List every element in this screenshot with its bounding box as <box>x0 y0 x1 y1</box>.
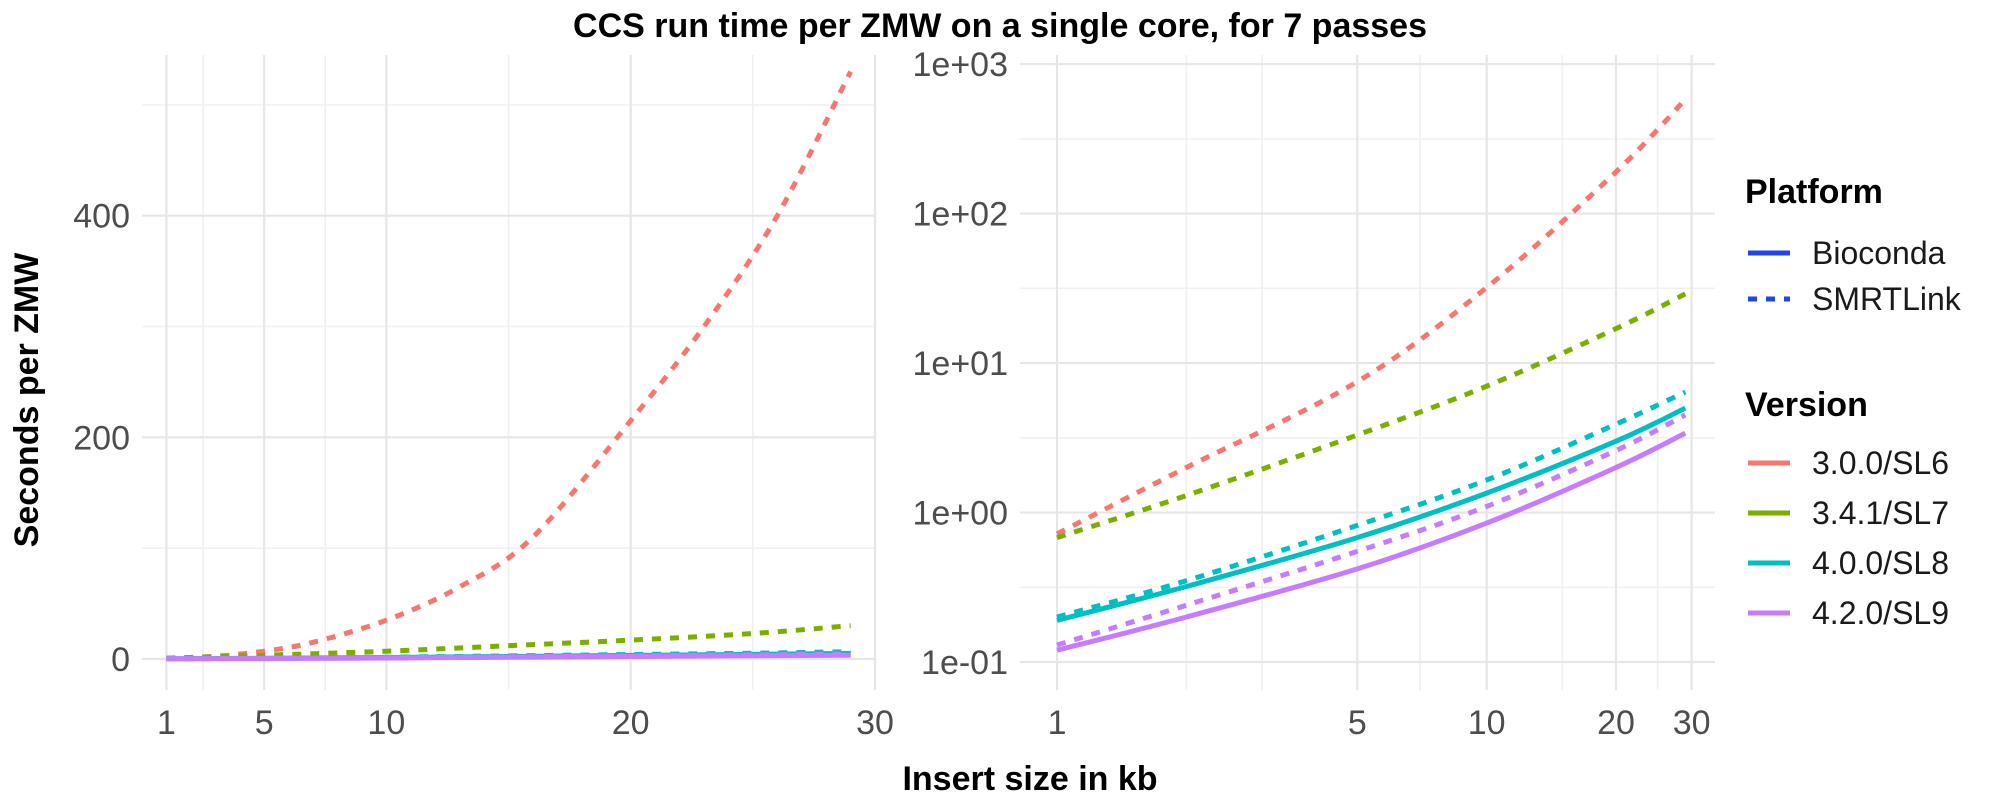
x-tick-label: 1 <box>157 704 176 742</box>
series-line-3-0-0-sl6-smrtlink <box>166 70 853 661</box>
y-tick-label: 0 <box>111 641 130 679</box>
legend-label-4-2-0-sl9: 4.2.0/SL9 <box>1812 595 1949 631</box>
x-tick-label: 30 <box>856 704 894 742</box>
y-tick-label: 1e+00 <box>913 495 1009 533</box>
x-tick-label: 20 <box>1597 704 1635 742</box>
x-tick-label: 30 <box>1673 704 1711 742</box>
y-tick-label: 1e+03 <box>913 46 1009 84</box>
series-line-4-0-0-sl8-bioconda <box>1056 405 1687 623</box>
legend: Platform Version Bioconda SMRTLink 3.0.0/S… <box>1745 173 1962 631</box>
y-tick-label: 400 <box>73 198 130 236</box>
legend-title-version: Version <box>1745 386 1868 424</box>
legend-label-smrtlink: SMRTLink <box>1812 281 1962 317</box>
x-tick-label: 10 <box>1468 704 1506 742</box>
legend-label-4-0-0-sl8: 4.0.0/SL8 <box>1812 545 1949 581</box>
x-axis-title: Insert size in kb <box>902 760 1157 798</box>
y-axis-title: Seconds per ZMW <box>8 252 46 548</box>
x-tick-label: 5 <box>255 704 274 742</box>
legend-label-3-4-1-sl7: 3.4.1/SL7 <box>1812 495 1949 531</box>
x-tick-label: 5 <box>1348 704 1367 742</box>
legend-title-platform: Platform <box>1745 173 1883 211</box>
y-tick-label: 200 <box>73 419 130 457</box>
legend-label-bioconda: Bioconda <box>1812 235 1946 271</box>
panel-linear: 1 5 10 20 30 0 200 400 <box>73 55 894 742</box>
x-tick-label: 20 <box>612 704 650 742</box>
x-tick-label: 10 <box>367 704 405 742</box>
x-tick-label: 1 <box>1048 704 1067 742</box>
series-line-4-2-0-sl9-smrtlink <box>1056 412 1687 648</box>
series-line-4-2-0-sl9-bioconda <box>1056 430 1687 653</box>
series-line-3-4-1-sl7-smrtlink <box>1056 291 1687 540</box>
y-tick-label: 1e-01 <box>921 644 1008 682</box>
series-line-4-0-0-sl8-smrtlink <box>1056 389 1687 620</box>
series-line-3-0-0-sl6-smrtlink <box>1055 97 1688 537</box>
panel-log: 1 5 10 20 30 1e-01 1e+00 1e+01 1e+02 1e+03 <box>913 46 1715 742</box>
y-tick-label: 1e+01 <box>913 345 1009 383</box>
series-line-3-4-1-sl7-smrtlink <box>166 623 851 661</box>
series-line-4-2-0-sl9-bioconda <box>166 652 851 662</box>
y-tick-label: 1e+02 <box>913 196 1009 234</box>
chart-title: CCS run time per ZMW on a single core, f… <box>573 7 1427 45</box>
legend-label-3-0-0-sl6: 3.0.0/SL6 <box>1812 445 1949 481</box>
